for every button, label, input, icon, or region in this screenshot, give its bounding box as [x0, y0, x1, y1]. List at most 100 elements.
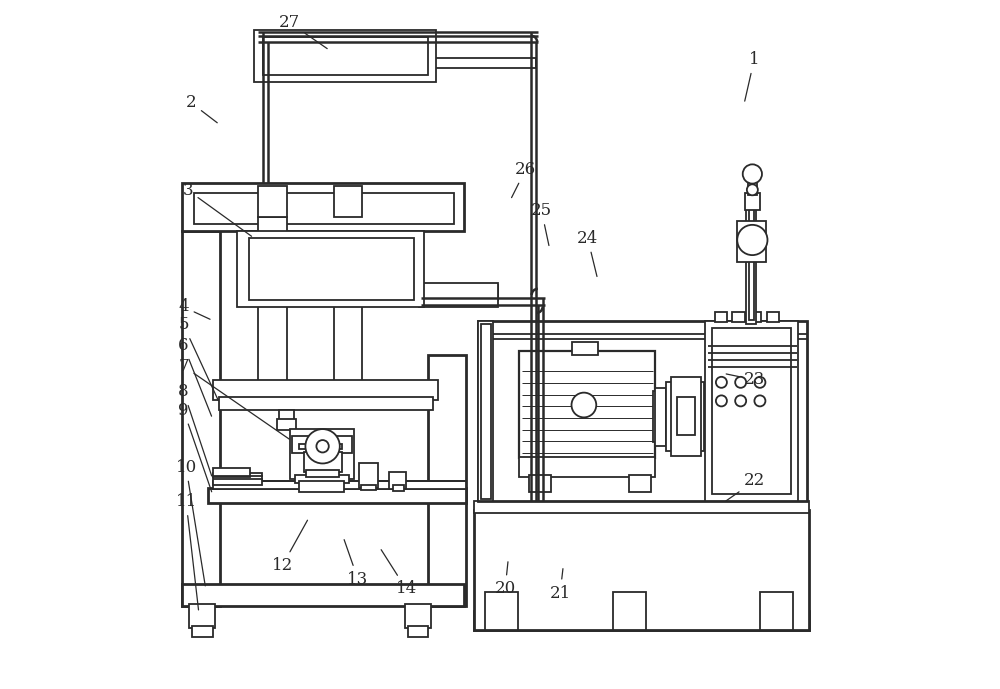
Bar	[334, 35, 362, 80]
Bar	[213, 473, 262, 486]
Bar	[258, 54, 368, 73]
Circle shape	[735, 377, 746, 388]
Bar	[389, 472, 406, 489]
Bar	[213, 380, 438, 400]
Bar	[393, 486, 404, 491]
Bar	[249, 238, 414, 300]
Bar	[671, 377, 701, 456]
Circle shape	[716, 377, 727, 388]
Bar	[194, 193, 454, 224]
Text: 10: 10	[175, 459, 205, 586]
Bar	[749, 207, 754, 320]
Bar	[258, 58, 536, 68]
Bar	[478, 321, 493, 502]
Bar	[653, 391, 668, 442]
Circle shape	[716, 395, 727, 407]
Bar	[705, 321, 798, 502]
Bar	[182, 183, 464, 231]
Bar	[478, 321, 807, 502]
Bar	[292, 436, 352, 453]
Bar	[737, 220, 766, 262]
Bar	[748, 179, 757, 194]
Bar	[677, 398, 695, 435]
Bar	[334, 248, 362, 400]
Bar	[474, 610, 809, 630]
Text: 7: 7	[178, 358, 289, 439]
Bar	[304, 453, 342, 472]
Bar	[332, 54, 431, 73]
Bar	[572, 342, 598, 355]
Bar	[258, 35, 287, 80]
Bar	[715, 312, 727, 322]
Text: 9: 9	[178, 402, 212, 492]
Bar	[767, 312, 779, 322]
Text: 6: 6	[178, 337, 212, 416]
Bar	[746, 207, 756, 324]
Bar	[334, 186, 362, 217]
Bar	[613, 592, 646, 630]
Bar	[474, 510, 809, 630]
Bar	[629, 475, 651, 493]
Text: 21: 21	[550, 568, 571, 601]
Bar	[182, 231, 220, 606]
Bar	[361, 485, 376, 491]
Bar	[189, 604, 215, 628]
Text: 27: 27	[279, 14, 327, 49]
Text: 5: 5	[178, 316, 218, 400]
Text: 25: 25	[531, 203, 552, 245]
Circle shape	[737, 225, 767, 255]
Bar	[408, 626, 428, 637]
Bar	[760, 592, 793, 630]
Text: 22: 22	[726, 473, 765, 501]
Circle shape	[754, 377, 765, 388]
Bar	[213, 481, 466, 489]
Text: 1: 1	[745, 51, 760, 101]
Text: 14: 14	[381, 550, 417, 597]
Circle shape	[572, 393, 596, 418]
Text: 4: 4	[178, 298, 210, 319]
Bar	[263, 37, 428, 75]
Circle shape	[316, 440, 329, 453]
Circle shape	[743, 165, 762, 183]
Circle shape	[305, 429, 340, 464]
Text: 11: 11	[175, 493, 199, 610]
Text: 20: 20	[494, 562, 516, 597]
Text: 13: 13	[344, 539, 369, 588]
Bar	[258, 217, 287, 400]
Bar	[306, 470, 339, 477]
Bar	[712, 328, 791, 495]
Text: 2: 2	[186, 94, 217, 123]
Bar	[299, 444, 307, 449]
Circle shape	[754, 395, 765, 407]
Bar	[299, 482, 344, 492]
Text: 8: 8	[178, 383, 212, 476]
Text: 24: 24	[577, 229, 598, 276]
Text: 3: 3	[182, 182, 252, 236]
Bar	[277, 420, 296, 431]
Bar	[208, 488, 466, 503]
Circle shape	[747, 184, 758, 195]
Bar	[295, 475, 349, 484]
Bar	[405, 604, 431, 628]
Bar	[290, 429, 354, 479]
Bar	[428, 355, 466, 606]
Bar	[481, 324, 491, 500]
Bar	[745, 193, 760, 210]
Bar	[334, 444, 342, 449]
Bar	[666, 382, 704, 451]
Bar	[655, 388, 666, 446]
Text: 12: 12	[272, 520, 307, 574]
Text: 23: 23	[726, 371, 765, 389]
Bar	[279, 410, 294, 420]
Bar	[419, 285, 498, 300]
Bar	[258, 186, 287, 217]
Bar	[237, 231, 424, 307]
Bar	[519, 457, 655, 477]
Text: 26: 26	[512, 161, 536, 198]
Bar	[182, 584, 464, 606]
Bar	[254, 30, 436, 82]
Bar	[359, 464, 378, 488]
Bar	[474, 501, 809, 513]
Bar	[192, 626, 213, 637]
Bar	[519, 351, 655, 458]
